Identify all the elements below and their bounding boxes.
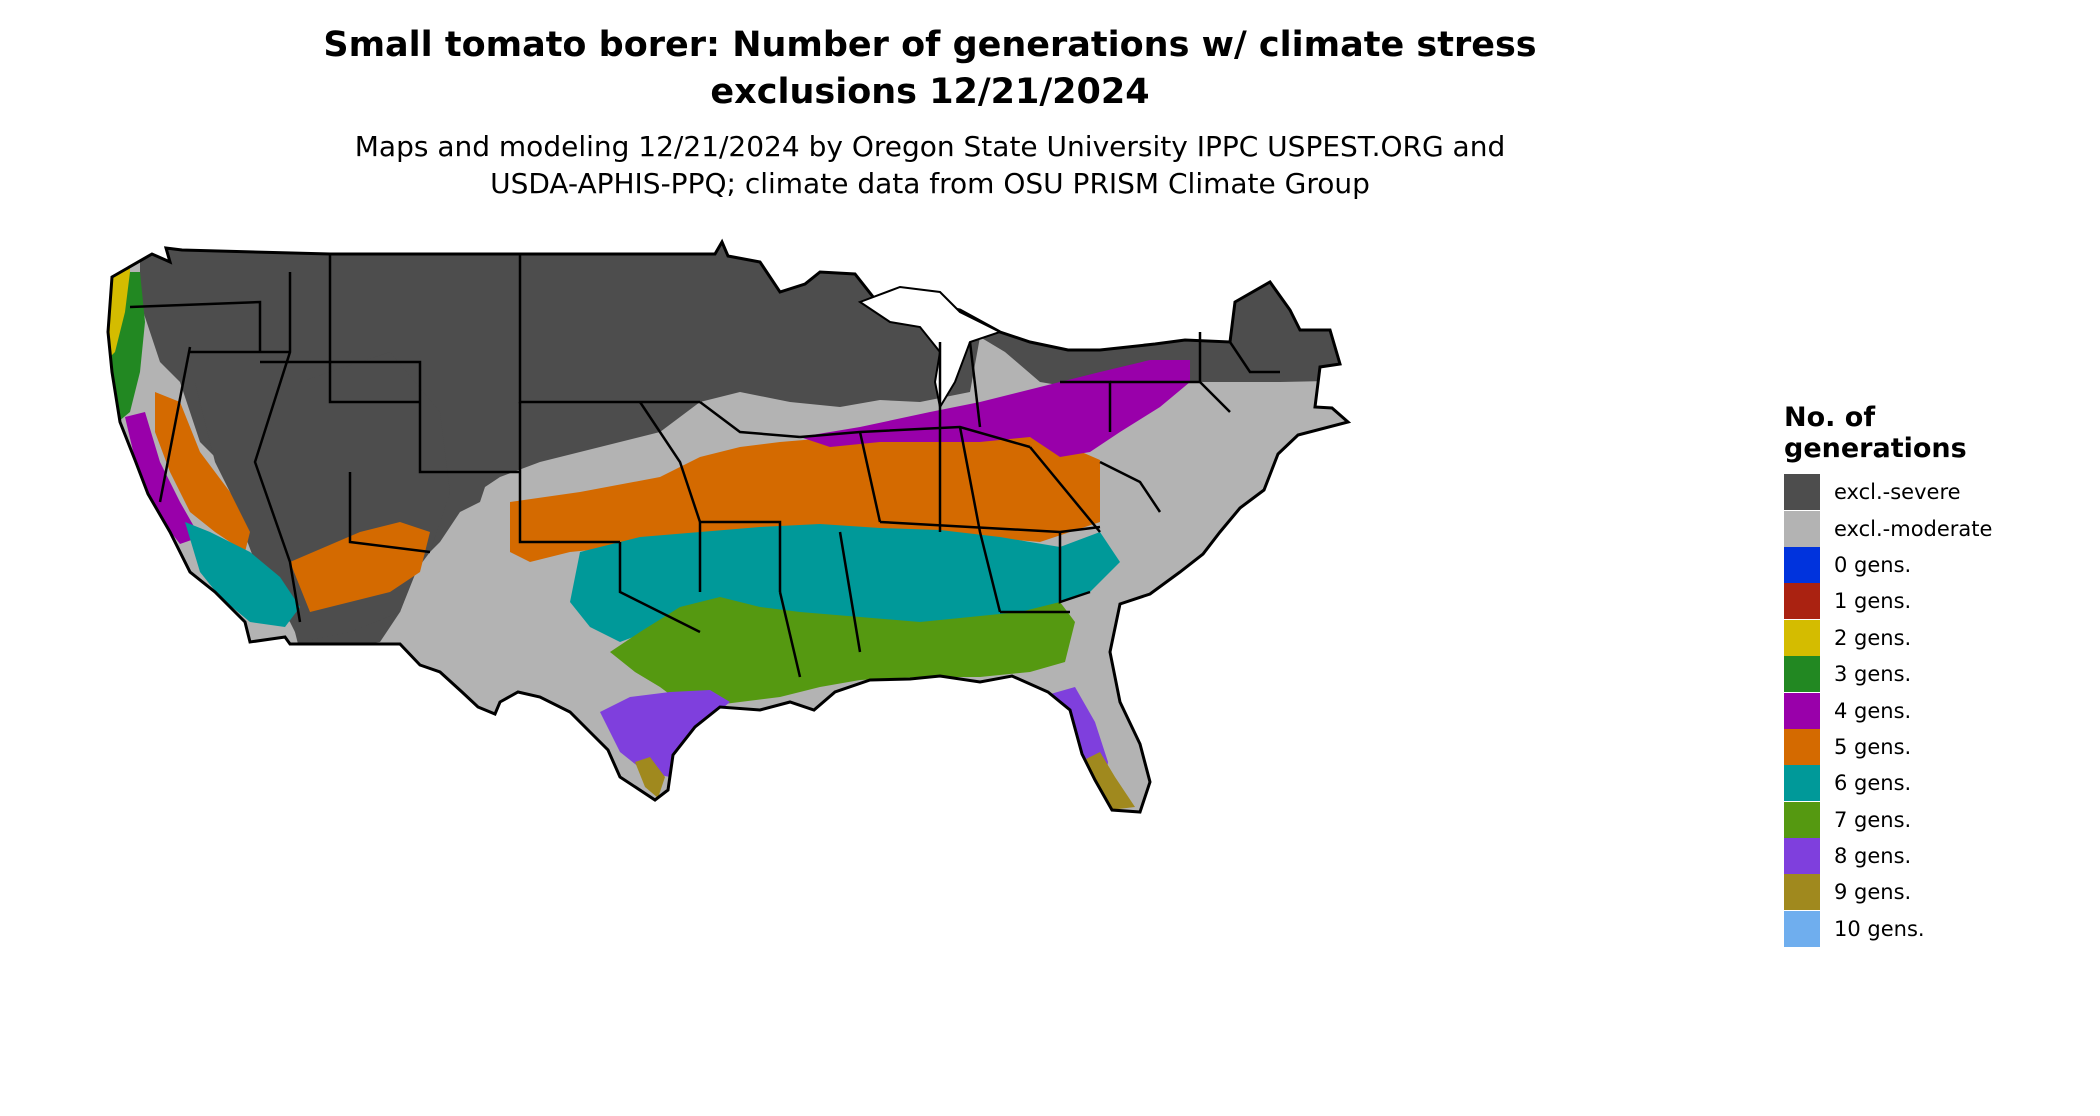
legend-label: excl.-severe bbox=[1834, 480, 1961, 505]
legend-label: 10 gens. bbox=[1834, 916, 1925, 941]
legend-item-10-gens: 10 gens. bbox=[1784, 910, 1992, 947]
us-generations-map bbox=[106, 238, 1352, 814]
region-excl-severe-north bbox=[140, 242, 1348, 652]
legend-item-0-gens: 0 gens. bbox=[1784, 546, 1992, 583]
legend-item-9-gens: 9 gens. bbox=[1784, 874, 1992, 911]
region-5-gens-arizona bbox=[290, 522, 430, 612]
legend-swatch bbox=[1784, 692, 1820, 729]
legend-swatch bbox=[1784, 546, 1820, 583]
legend-label: excl.-moderate bbox=[1834, 516, 1993, 541]
subtitle-line-1: Maps and modeling 12/21/2024 by Oregon S… bbox=[354, 130, 1506, 163]
region-8-gens-texas bbox=[600, 690, 730, 777]
legend-item-excl-severe: excl.-severe bbox=[1784, 474, 1992, 511]
legend-label: 2 gens. bbox=[1834, 625, 1912, 650]
title-line-2: exclusions 12/21/2024 bbox=[710, 72, 1150, 112]
great-lakes bbox=[857, 285, 1003, 410]
legend-label: 9 gens. bbox=[1834, 880, 1912, 905]
legend-label: 4 gens. bbox=[1834, 698, 1912, 723]
legend-swatch bbox=[1784, 656, 1820, 693]
legend-swatch bbox=[1784, 910, 1820, 947]
legend-item-3-gens: 3 gens. bbox=[1784, 656, 1992, 693]
legend-label: 5 gens. bbox=[1834, 734, 1912, 759]
state-boundaries bbox=[129, 254, 1280, 678]
legend-item-8-gens: 8 gens. bbox=[1784, 838, 1992, 875]
legend-label: 3 gens. bbox=[1834, 662, 1912, 687]
legend-label: 7 gens. bbox=[1834, 807, 1912, 832]
legend-swatch bbox=[1784, 510, 1820, 547]
legend-item-7-gens: 7 gens. bbox=[1784, 801, 1992, 838]
legend-label: 6 gens. bbox=[1834, 771, 1912, 796]
subtitle-line-2: USDA-APHIS-PPQ; climate data from OSU PR… bbox=[490, 167, 1370, 200]
legend: No. of generations excl.-severe excl.-mo… bbox=[1784, 402, 1992, 947]
region-5-gens-west bbox=[155, 392, 250, 552]
region-7-gens bbox=[610, 597, 1075, 707]
legend-swatch bbox=[1784, 838, 1820, 875]
legend-swatch bbox=[1784, 619, 1820, 656]
legend-swatch bbox=[1784, 583, 1820, 620]
legend-label: 8 gens. bbox=[1834, 844, 1912, 869]
region-4-gens-west bbox=[125, 412, 200, 544]
legend-title-line-2: generations bbox=[1784, 433, 1967, 464]
legend-items: excl.-severe excl.-moderate 0 gens. 1 ge… bbox=[1784, 474, 1992, 947]
region-5-gens bbox=[510, 427, 1100, 562]
legend-title: No. of generations bbox=[1784, 402, 1992, 464]
legend-label: 0 gens. bbox=[1834, 552, 1912, 577]
legend-swatch bbox=[1784, 474, 1820, 511]
legend-swatch bbox=[1784, 801, 1820, 838]
legend-item-4-gens: 4 gens. bbox=[1784, 692, 1992, 729]
region-9-gens-texas bbox=[635, 757, 665, 798]
legend-item-1-gens: 1 gens. bbox=[1784, 583, 1992, 620]
legend-item-2-gens: 2 gens. bbox=[1784, 619, 1992, 656]
title-line-1: Small tomato borer: Number of generation… bbox=[323, 25, 1537, 65]
legend-swatch bbox=[1784, 765, 1820, 802]
map-subtitle: Maps and modeling 12/21/2024 by Oregon S… bbox=[0, 128, 1860, 202]
legend-item-5-gens: 5 gens. bbox=[1784, 728, 1992, 765]
map-title: Small tomato borer: Number of generation… bbox=[0, 22, 1860, 116]
legend-swatch bbox=[1784, 728, 1820, 765]
legend-label: 1 gens. bbox=[1834, 589, 1912, 614]
region-6-gens-west bbox=[185, 522, 300, 627]
legend-swatch bbox=[1784, 874, 1820, 911]
legend-item-6-gens: 6 gens. bbox=[1784, 765, 1992, 802]
region-4-gens bbox=[800, 360, 1190, 457]
legend-item-excl-moderate: excl.-moderate bbox=[1784, 510, 1993, 547]
legend-title-line-1: No. of bbox=[1784, 402, 1876, 433]
